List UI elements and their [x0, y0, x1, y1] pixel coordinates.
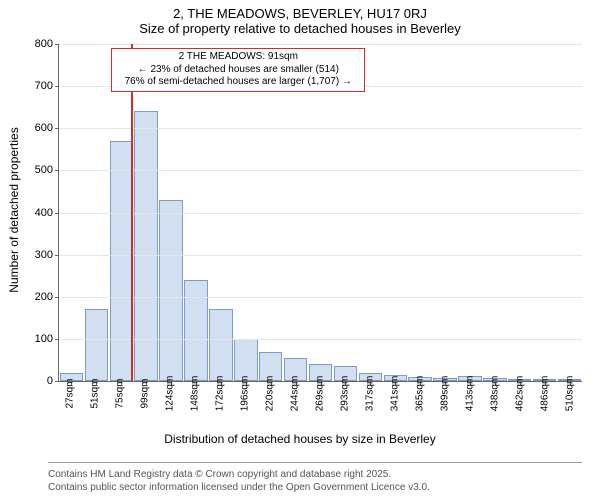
y-tick-label: 700 [35, 80, 59, 92]
x-tick-label: 196sqm [240, 376, 251, 412]
x-tick-label: 99sqm [140, 378, 151, 408]
x-label-slot: 389sqm [432, 384, 457, 412]
histogram-bar [184, 280, 207, 381]
x-label-slot: 510sqm [557, 384, 582, 412]
x-label-slot: 51sqm [83, 384, 108, 412]
x-tick-label: 75sqm [115, 378, 126, 408]
footer-line1: Contains HM Land Registry data © Crown c… [48, 469, 582, 482]
histogram-bar [110, 141, 133, 381]
x-tick-label: 124sqm [165, 376, 176, 412]
x-tick-label: 341sqm [389, 376, 400, 412]
x-tick-label: 438sqm [489, 376, 500, 412]
x-tick-label: 317sqm [364, 376, 375, 412]
histogram-bar [85, 309, 108, 381]
callout-line: 76% of semi-detached houses are larger (… [116, 76, 360, 89]
x-label-slot: 244sqm [283, 384, 308, 412]
grid-line [59, 339, 582, 340]
x-label-slot: 438sqm [482, 384, 507, 412]
x-label-slot: 365sqm [407, 384, 432, 412]
x-tick-label: 365sqm [414, 376, 425, 412]
footer-line2: Contains public sector information licen… [48, 482, 582, 495]
x-label-slot: 172sqm [208, 384, 233, 412]
callout-line: ← 23% of detached houses are smaller (51… [116, 64, 360, 77]
x-axis-title: Distribution of detached houses by size … [0, 432, 600, 446]
callout-line: 2 THE MEADOWS: 91sqm [116, 51, 360, 64]
x-label-slot: 196sqm [233, 384, 258, 412]
x-tick-label: 293sqm [339, 376, 350, 412]
y-tick-label: 600 [35, 122, 59, 134]
y-tick-label: 300 [35, 249, 59, 261]
histogram-bar [159, 200, 182, 381]
x-tick-label: 462sqm [514, 376, 525, 412]
grid-line [59, 44, 582, 45]
x-label-slot: 462sqm [507, 384, 532, 412]
x-tick-label: 220sqm [265, 376, 276, 412]
title-subtitle: Size of property relative to detached ho… [0, 21, 600, 40]
plot-area: 01002003004005006007008002 THE MEADOWS: … [58, 44, 582, 382]
x-label-slot: 341sqm [382, 384, 407, 412]
x-label-slot: 317sqm [357, 384, 382, 412]
x-label-slot: 75sqm [108, 384, 133, 412]
x-label-slot: 220sqm [258, 384, 283, 412]
y-tick-label: 500 [35, 164, 59, 176]
x-tick-label: 148sqm [190, 376, 201, 412]
grid-line [59, 297, 582, 298]
x-tick-label: 413sqm [464, 376, 475, 412]
x-tick-label: 269sqm [315, 376, 326, 412]
chart-container: 2, THE MEADOWS, BEVERLEY, HU17 0RJ Size … [0, 0, 600, 500]
grid-line [59, 255, 582, 256]
x-label-slot: 99sqm [133, 384, 158, 412]
grid-line [59, 213, 582, 214]
x-label-slot: 486sqm [532, 384, 557, 412]
y-tick-label: 800 [35, 38, 59, 50]
y-tick-label: 200 [35, 291, 59, 303]
x-label-slot: 293sqm [332, 384, 357, 412]
x-tick-label: 486sqm [539, 376, 550, 412]
x-tick-label: 27sqm [65, 378, 76, 408]
y-axis-title: Number of detached properties [7, 127, 21, 292]
x-labels-group: 27sqm51sqm75sqm99sqm124sqm148sqm172sqm19… [58, 384, 582, 412]
histogram-bar [209, 309, 232, 381]
x-tick-label: 389sqm [439, 376, 450, 412]
x-tick-label: 172sqm [215, 376, 226, 412]
x-tick-label: 244sqm [290, 376, 301, 412]
x-tick-label: 51sqm [90, 378, 101, 408]
x-tick-label: 510sqm [564, 376, 575, 412]
histogram-bar [134, 111, 157, 381]
y-tick-label: 100 [35, 333, 59, 345]
reference-marker-line [131, 44, 133, 381]
x-label-slot: 124sqm [158, 384, 183, 412]
x-label-slot: 148sqm [183, 384, 208, 412]
chart-zone: 01002003004005006007008002 THE MEADOWS: … [48, 44, 582, 410]
histogram-bar [234, 339, 257, 381]
grid-line [59, 128, 582, 129]
footer-attribution: Contains HM Land Registry data © Crown c… [48, 462, 582, 494]
grid-line [59, 170, 582, 171]
x-label-slot: 413sqm [457, 384, 482, 412]
x-label-slot: 269sqm [308, 384, 333, 412]
title-address: 2, THE MEADOWS, BEVERLEY, HU17 0RJ [0, 0, 600, 21]
y-tick-label: 400 [35, 207, 59, 219]
marker-callout: 2 THE MEADOWS: 91sqm← 23% of detached ho… [111, 48, 365, 92]
x-label-slot: 27sqm [58, 384, 83, 412]
